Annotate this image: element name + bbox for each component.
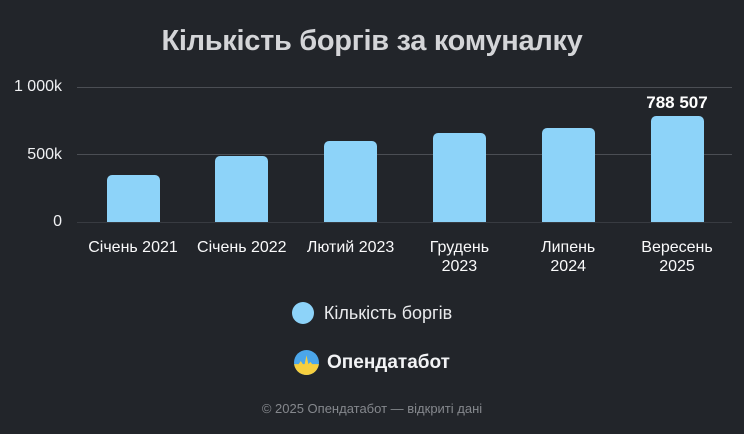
x-axis-tick-label: Лютий 2023 <box>306 239 395 256</box>
bar <box>541 128 595 222</box>
copyright-text: © 2025 Опендатабот — відкриті дані <box>261 401 483 416</box>
brand-row: Опендатабот <box>0 350 744 375</box>
x-axis-tick-label: Січень 2022 <box>197 239 287 256</box>
y-axis-tick-label: 1 000k <box>13 78 62 95</box>
x-axis-tick-label: Липень 2024 <box>541 239 596 275</box>
y-axis-tick-label: 0 <box>53 213 62 230</box>
legend-marker-icon <box>291 302 314 324</box>
x-axis-tick-label: Грудень 2023 <box>429 239 490 275</box>
legend-label: Кількість боргів <box>323 302 453 323</box>
bar-value-label: 788 507 <box>646 92 708 112</box>
bar <box>106 174 160 222</box>
bar <box>650 115 704 222</box>
gridline <box>77 221 732 223</box>
gridline <box>77 86 732 88</box>
y-axis-tick-label: 500k <box>27 145 62 163</box>
bar <box>215 155 269 222</box>
chart-title: Кількість боргів за комуналку <box>161 25 583 57</box>
legend: Кількість боргів <box>0 302 744 324</box>
bar <box>432 132 486 222</box>
gridline <box>77 154 732 155</box>
bar <box>324 141 378 222</box>
x-axis-tick-label: Січень 2021 <box>88 239 178 256</box>
brand-name: Опендатабот <box>327 351 450 373</box>
x-axis-tick-label: Вересень 2025 <box>641 239 713 275</box>
opendatabot-logo-icon <box>294 350 319 375</box>
